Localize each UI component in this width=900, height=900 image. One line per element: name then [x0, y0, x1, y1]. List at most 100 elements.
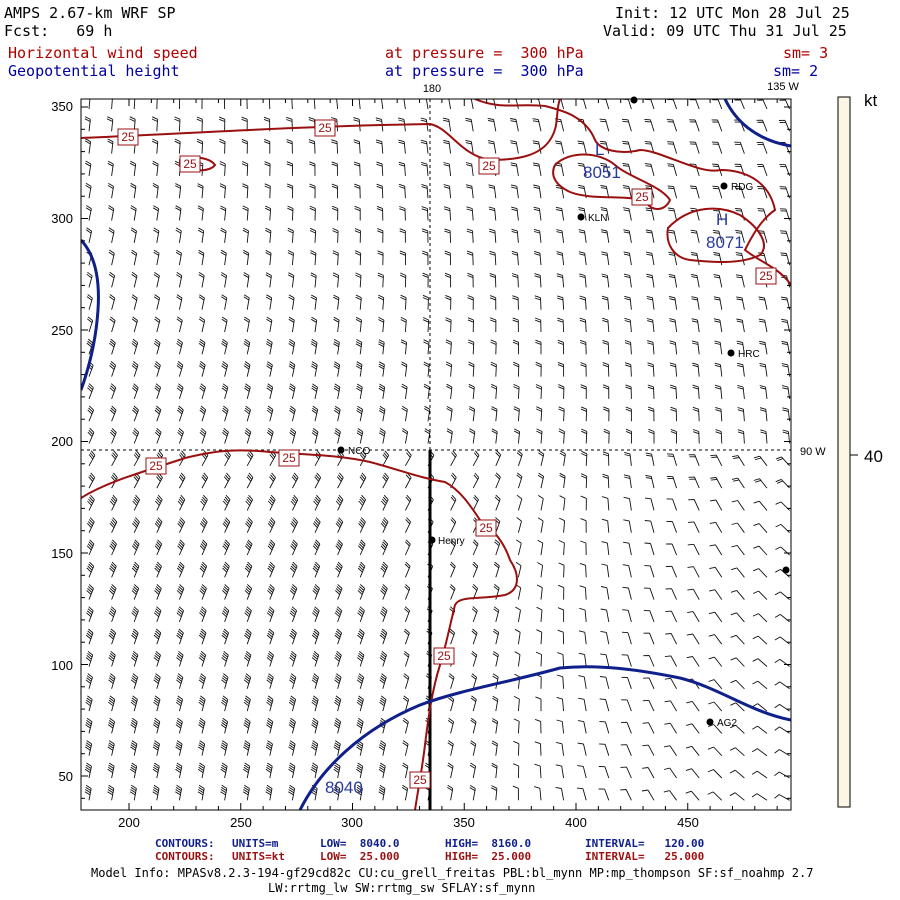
wind-barb	[286, 139, 293, 154]
speed-label-text: 25	[413, 773, 427, 787]
wind-barb	[154, 517, 163, 533]
wind-barb	[197, 762, 205, 779]
wind-barb	[466, 250, 474, 266]
wind-barb	[601, 251, 610, 266]
wind-barb	[491, 718, 499, 734]
wind-barb	[84, 138, 92, 154]
wind-barb	[692, 384, 700, 399]
wind-barb	[465, 184, 474, 199]
wind-barb	[243, 717, 251, 734]
wind-barb	[578, 207, 587, 221]
axis-ticks	[81, 99, 791, 810]
wind-barb	[400, 272, 407, 288]
wind-barb	[264, 183, 271, 199]
wind-barb	[289, 99, 293, 110]
wind-barb	[735, 274, 745, 288]
wind-barb	[622, 185, 632, 199]
wind-barb	[753, 478, 768, 489]
speed-label-text: 25	[282, 451, 296, 465]
wind-barb	[622, 564, 632, 578]
wind-barb	[198, 673, 206, 689]
wind-barb	[487, 140, 497, 154]
wind-barb	[513, 718, 520, 734]
wind-barb	[219, 138, 226, 154]
wind-barb	[602, 496, 610, 511]
wind-barb	[668, 229, 678, 243]
wind-barb	[708, 724, 723, 734]
wind-barb	[534, 273, 542, 288]
wind-barb	[154, 584, 162, 600]
wind-barb	[444, 272, 452, 288]
wind-barb	[469, 785, 476, 801]
wind-barb	[198, 249, 205, 266]
wind-barb	[467, 317, 474, 333]
wind-barb	[535, 696, 542, 712]
y-tick-label: 100	[51, 658, 73, 673]
wind-barb	[753, 545, 768, 556]
wind-barb	[310, 250, 317, 266]
wind-barb	[579, 273, 587, 288]
wind-barb	[289, 584, 298, 600]
y-tick-label: 250	[51, 323, 73, 338]
wind-barb	[221, 338, 228, 355]
wind-barb	[692, 406, 700, 422]
wind-barb	[493, 561, 500, 578]
wind-barb	[243, 361, 251, 377]
wind-barb	[736, 340, 745, 355]
wind-barb	[288, 294, 295, 310]
wind-barb	[621, 118, 632, 132]
wind-barb	[402, 695, 410, 712]
wind-barb	[291, 472, 299, 489]
wind-barb	[759, 362, 768, 377]
wind-barb	[242, 784, 250, 801]
wind-barb	[558, 428, 565, 444]
wind-barb	[355, 272, 362, 288]
wind-barb	[176, 584, 185, 600]
wind-barb	[516, 472, 523, 489]
wind-barb	[535, 384, 542, 399]
wind-barb	[131, 650, 139, 667]
wind-barb	[576, 787, 587, 801]
wind-barb	[709, 499, 723, 511]
wind-barb	[450, 539, 456, 556]
field2-smoothing: sm= 2	[773, 62, 819, 80]
wind-barb	[689, 119, 700, 132]
wind-barb	[729, 769, 745, 779]
wind-barb	[669, 296, 678, 310]
wind-barb	[645, 452, 655, 466]
wind-barb	[266, 361, 273, 377]
wind-barb	[221, 294, 228, 310]
wind-barb	[513, 695, 520, 712]
wind-barb	[177, 427, 184, 444]
wind-barb	[309, 183, 316, 199]
footer-height-low: LOW= 8040.0	[320, 837, 400, 850]
wind-barb	[578, 251, 587, 266]
wind-barb	[198, 650, 207, 667]
wind-barb	[751, 793, 768, 801]
wind-barb	[399, 206, 406, 221]
wind-barb	[402, 740, 409, 756]
wind-barb	[336, 472, 344, 489]
low-center-value: 8051	[583, 163, 621, 182]
wind-barb	[353, 117, 361, 132]
wind-barb	[736, 362, 745, 377]
wind-barb	[129, 784, 137, 801]
wind-barb	[558, 584, 565, 600]
wind-barb	[689, 185, 700, 199]
wind-barb	[220, 227, 227, 243]
lon-label-90w: 90 W	[800, 446, 826, 458]
wind-barb	[402, 717, 409, 734]
wind-barb	[334, 673, 342, 689]
wind-barb	[512, 317, 519, 333]
wind-barb	[689, 141, 700, 154]
wind-barb	[577, 162, 587, 176]
wind-barb	[153, 717, 161, 734]
wind-barb	[87, 405, 95, 422]
wind-barb	[623, 541, 632, 556]
wind-barb	[378, 316, 385, 333]
wind-barb	[708, 611, 723, 623]
station-kln: KLN	[577, 213, 607, 224]
wind-barb	[558, 384, 565, 399]
wind-barb	[492, 651, 499, 667]
wind-barb	[197, 205, 204, 221]
